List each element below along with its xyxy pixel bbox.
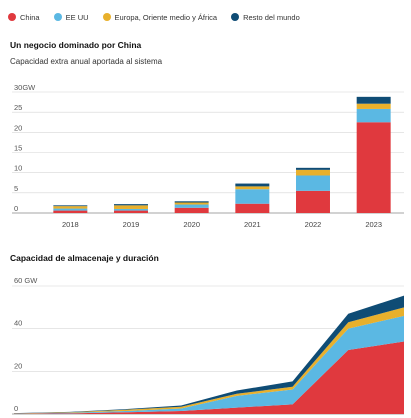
bar-segment [356, 96, 391, 104]
legend-item: China [8, 13, 40, 22]
bar-segment [114, 205, 148, 209]
y-tick-label: 20 [14, 123, 22, 132]
bar-segment [174, 201, 209, 203]
bar-segment [356, 103, 391, 109]
legend-swatch [8, 13, 16, 21]
y-tick-label: 10 [14, 164, 22, 173]
legend-swatch [231, 13, 240, 21]
legend-item: Europa, Oriente medio y África [102, 12, 218, 22]
bar-segment [114, 204, 148, 206]
bar-segment [296, 175, 330, 191]
bar-segment [114, 208, 148, 211]
legend-swatch [102, 13, 111, 21]
y-tick-label: 60 GW [14, 276, 38, 285]
bar-segment [174, 207, 209, 213]
legend-label: EE UU [65, 12, 89, 22]
bar-segment [356, 108, 391, 123]
y-tick-label: 40 [14, 319, 22, 328]
y-tick-label: 30GW [14, 83, 36, 92]
chart1-title: Un negocio dominado por China [10, 40, 142, 50]
bar-segment [174, 202, 209, 205]
legend-swatch [53, 13, 62, 21]
bar-segment [296, 167, 330, 170]
legend-label: China [20, 12, 40, 22]
chart1-subtitle: Capacidad extra anual aportada al sistem… [10, 57, 163, 66]
legend-label: Resto del mundo [243, 12, 300, 22]
chart2-title: Capacidad de almacenaje y duración [10, 253, 159, 263]
y-tick-label: 0 [14, 204, 18, 213]
bar-segment [235, 183, 270, 187]
bar-segment [235, 186, 270, 190]
y-tick-label: 5 [14, 184, 18, 193]
legend: China EE UU Europa, Oriente medio y África… [8, 9, 407, 25]
x-tick-label: 2019 [123, 220, 140, 229]
area-chart: 0 20 40 60 GW [12, 276, 404, 415]
legend-item: Resto del mundo [231, 13, 300, 22]
bar-segment [114, 210, 148, 213]
x-tick-label: 2020 [183, 220, 200, 229]
legend-label: Europa, Oriente medio y África [114, 12, 218, 22]
y-tick-label: 15 [14, 144, 22, 153]
bar-segment [53, 205, 88, 207]
legend-item: EE UU [53, 12, 89, 22]
bar-segment [53, 208, 88, 211]
y-tick-label: 0 [14, 404, 18, 413]
area-series [14, 307, 404, 414]
area-series [14, 341, 404, 414]
x-tick-label: 2022 [305, 220, 322, 229]
bar-chart: 0 5 10 15 20 25 30GW 2018 2019 2020 2021 2022 2023 [12, 83, 404, 229]
y-tick-label: 25 [14, 103, 22, 112]
bar-segment [235, 189, 270, 204]
x-tick-label: 2021 [244, 220, 261, 229]
y-tick-label: 20 [14, 361, 22, 370]
x-tick-label: 2018 [62, 220, 79, 229]
bar-segment [296, 190, 330, 213]
bar-segment [235, 203, 270, 213]
area-series [14, 315, 404, 414]
bar-segment [296, 169, 330, 176]
bar-segment [174, 204, 209, 208]
bar-segment [53, 206, 88, 209]
x-tick-label: 2023 [365, 220, 382, 229]
bar-segment [356, 122, 391, 213]
bar-segment [53, 210, 88, 213]
